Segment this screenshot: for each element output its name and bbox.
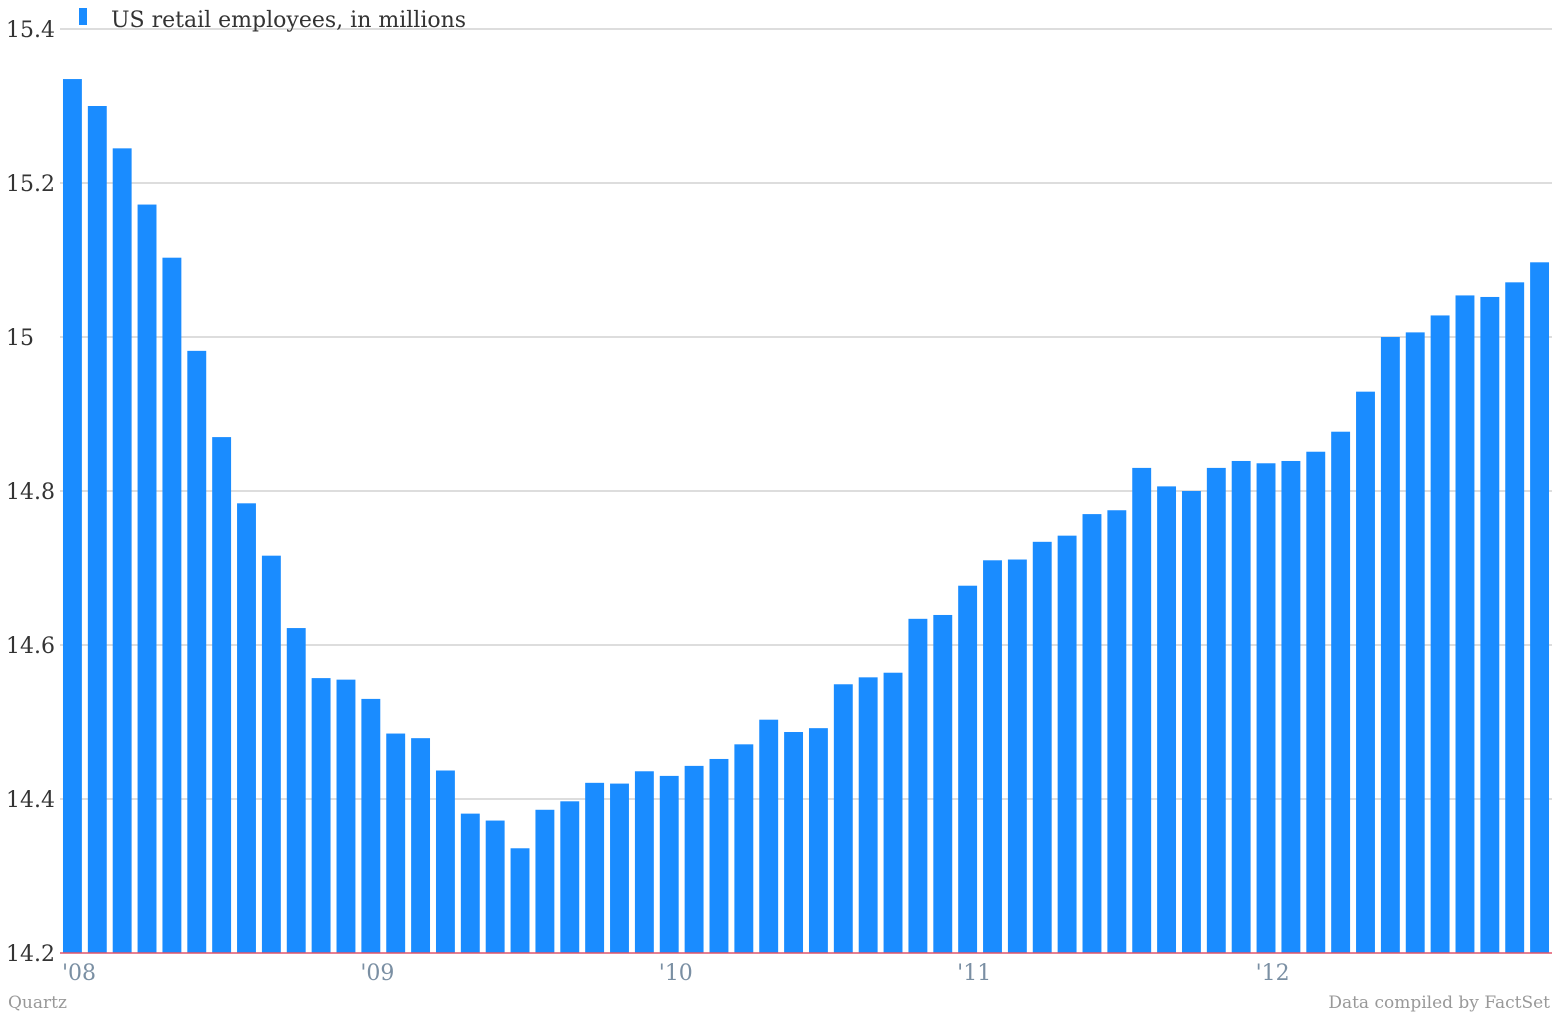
- bar: [435, 770, 455, 953]
- bars: [62, 79, 1550, 954]
- bar: [137, 204, 157, 953]
- bar: [1380, 337, 1400, 953]
- bar: [659, 775, 679, 953]
- y-tick-label: 14.2: [6, 942, 55, 967]
- bar: [1181, 491, 1201, 953]
- bar: [709, 758, 729, 953]
- bar: [1405, 332, 1425, 953]
- bar: [734, 744, 754, 953]
- legend: US retail employees, in millions: [79, 8, 466, 33]
- bar: [62, 79, 82, 954]
- y-tick-label: 15: [6, 326, 34, 351]
- x-tick-label: '09: [360, 961, 394, 986]
- bar: [1356, 391, 1375, 953]
- bar: [311, 678, 331, 953]
- bar: [336, 679, 356, 953]
- bar: [858, 677, 878, 953]
- bar: [1331, 431, 1351, 954]
- bar: [1256, 463, 1276, 953]
- bar: [610, 783, 629, 953]
- x-tick-label: '10: [659, 961, 693, 986]
- legend-swatch: [79, 8, 87, 25]
- bar: [212, 437, 232, 954]
- y-tick-label: 15.2: [6, 172, 55, 197]
- bar: [833, 684, 853, 953]
- bar: [187, 350, 207, 953]
- bar: [1281, 460, 1301, 953]
- source-left: Quartz: [8, 993, 67, 1013]
- bar: [759, 719, 779, 953]
- bar: [1430, 315, 1450, 953]
- bar: [485, 820, 505, 953]
- bar: [1505, 282, 1525, 954]
- bar: [386, 733, 406, 953]
- x-tick-label: '11: [957, 961, 991, 986]
- bar: [1007, 559, 1027, 953]
- y-tick-label: 14.4: [6, 788, 55, 813]
- bar: [510, 848, 530, 953]
- bar: [1530, 262, 1550, 953]
- bar: [286, 628, 306, 953]
- bar: [1231, 460, 1251, 953]
- bar: [1057, 535, 1077, 953]
- bar: [1455, 295, 1475, 953]
- source-right: Data compiled by FactSet: [1328, 993, 1550, 1013]
- bar: [958, 585, 978, 953]
- bar: [1132, 467, 1152, 953]
- bar: [585, 782, 605, 953]
- bar: [560, 801, 580, 953]
- bar: [112, 148, 132, 954]
- bar: [162, 257, 182, 953]
- x-tick-label: '12: [1256, 961, 1290, 986]
- bar: [237, 503, 256, 953]
- bar: [784, 732, 804, 953]
- y-tick-label: 14.6: [6, 634, 55, 659]
- legend-label: US retail employees, in millions: [111, 8, 466, 33]
- bar: [1107, 510, 1127, 953]
- bar: [361, 698, 381, 953]
- bar: [1032, 541, 1052, 953]
- bar: [1480, 296, 1500, 954]
- axes: 14.2 14.4 14.6 14.8 15 15.2 15.4 '08 '09 '10 '11 '1…: [6, 18, 1552, 986]
- bar: [634, 771, 654, 953]
- bar: [1157, 486, 1177, 953]
- bar: [535, 809, 555, 953]
- bar: [411, 738, 431, 953]
- y-tick-label: 15.4: [6, 18, 55, 43]
- bar: [261, 555, 281, 953]
- bar: [883, 672, 903, 953]
- y-tick-label: 14.8: [6, 480, 55, 505]
- bar: [933, 614, 953, 953]
- bar: [460, 813, 480, 953]
- bar: [1306, 451, 1326, 953]
- bar: [908, 618, 928, 953]
- bar: [87, 106, 107, 953]
- gridlines: [60, 28, 1552, 800]
- bar: [1082, 514, 1102, 953]
- x-tick-label: '08: [62, 961, 96, 986]
- bar: [1206, 467, 1226, 953]
- bar: [983, 560, 1002, 953]
- bar: [684, 765, 704, 953]
- bar: [808, 728, 828, 953]
